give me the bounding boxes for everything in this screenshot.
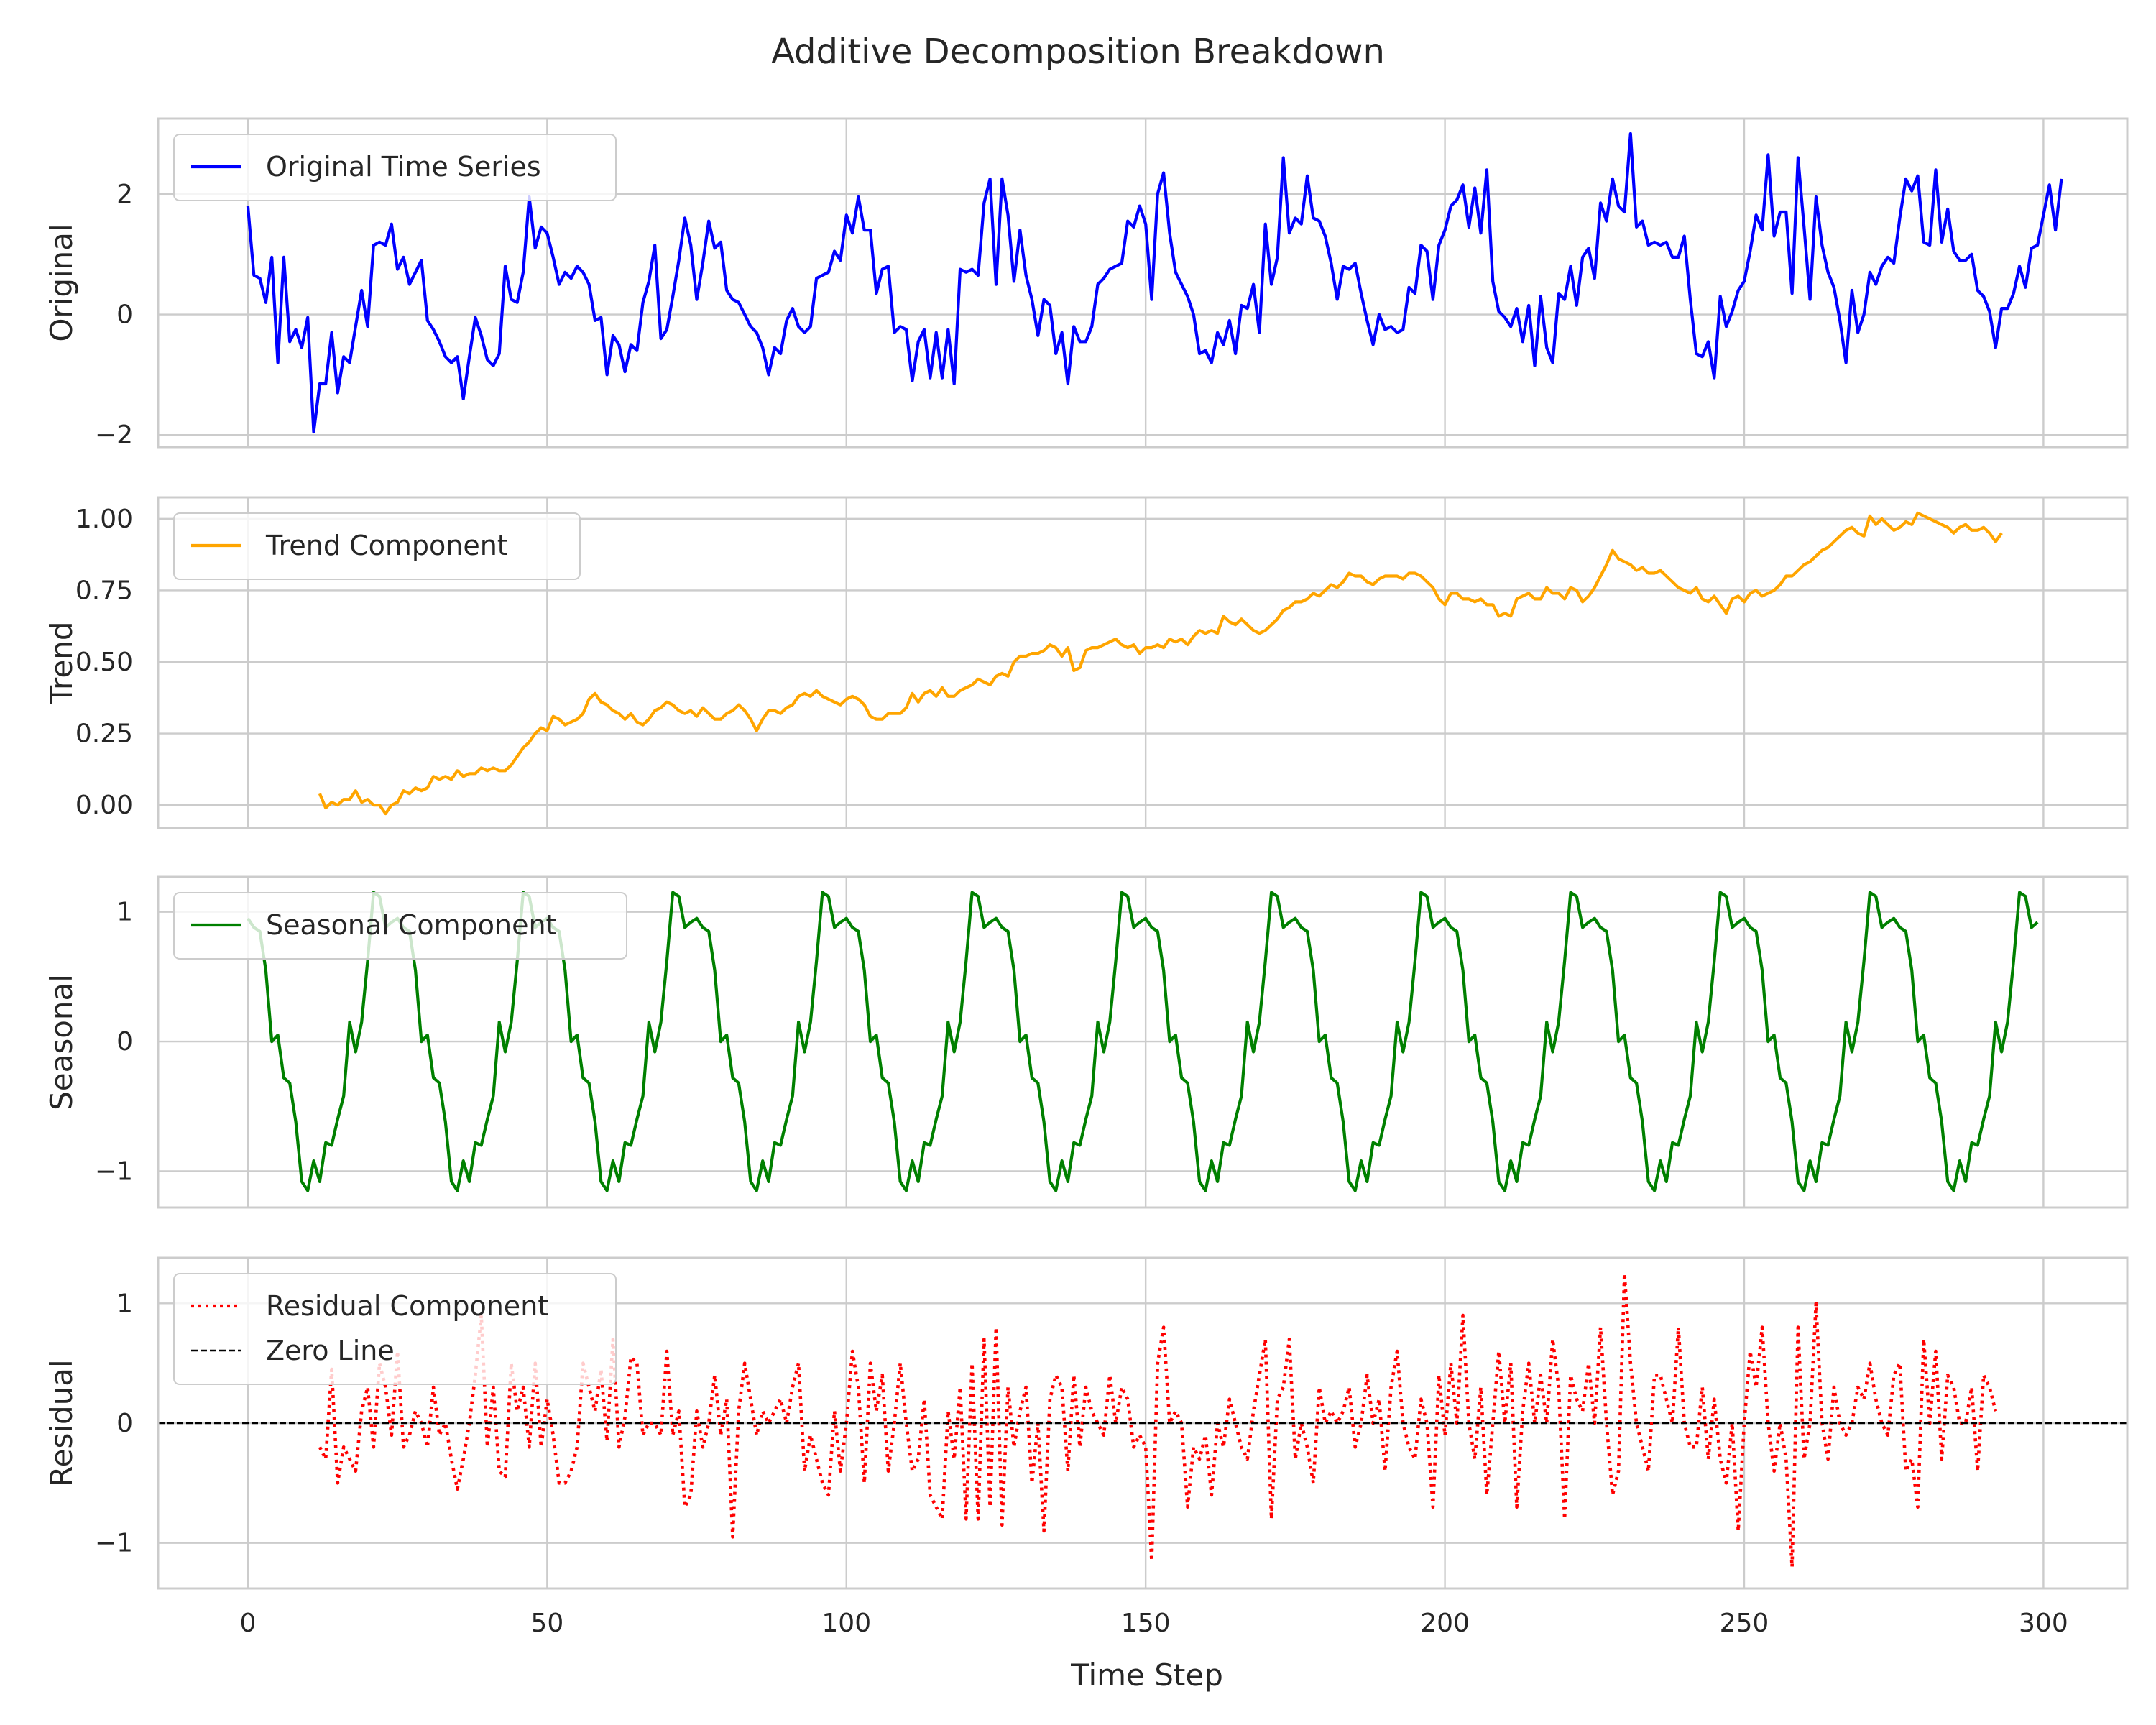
y-tick-label: −1 <box>95 1156 133 1186</box>
plot-frame <box>157 496 2129 829</box>
legend-label: Residual Component <box>266 1290 548 1322</box>
panel-seasonal: −1 0 1 Seasonal Seasonal Component <box>44 875 2129 1209</box>
legend-box <box>173 892 627 960</box>
y-axis-label: Seasonal <box>44 974 79 1110</box>
y-axis-label: Trend <box>44 622 79 705</box>
panels: −2 0 2 Original Original Time Series 0.00 0.25… <box>44 117 2129 1638</box>
legend: Trend Component <box>173 512 581 580</box>
y-tick-label: 0.75 <box>75 576 133 605</box>
legend-label: Seasonal Component <box>266 909 556 941</box>
x-tick-label: 300 <box>2019 1609 2068 1638</box>
y-tick-label: 1.00 <box>75 505 133 534</box>
legend-label: Zero Line <box>266 1335 395 1366</box>
panel-trend: 0.00 0.25 0.50 0.75 1.00 Trend Trend Component <box>44 496 2129 829</box>
y-tick-label: 0.00 <box>75 791 133 820</box>
x-axis-label: Time Step <box>1070 1657 1223 1693</box>
legend-label: Original Time Series <box>266 151 541 183</box>
series-line-original <box>246 132 2063 434</box>
y-tick-label: 0.25 <box>75 719 133 749</box>
figure-title: Additive Decomposition Breakdown <box>771 32 1385 72</box>
legend-box <box>173 1273 617 1385</box>
y-tick-label: 0.50 <box>75 648 133 677</box>
x-tick-label: 200 <box>1420 1609 1470 1638</box>
legend-box <box>173 512 581 580</box>
y-tick-label: 1 <box>116 898 133 927</box>
y-tick-label: −2 <box>95 420 133 450</box>
panel-original: −2 0 2 Original Original Time Series <box>44 117 2129 450</box>
x-tick-label: 0 <box>239 1609 256 1638</box>
x-tick-label: 250 <box>1720 1609 1769 1638</box>
y-tick-label: 0 <box>116 1409 133 1438</box>
x-tick-label: 100 <box>821 1609 871 1638</box>
y-axis-label: Residual <box>44 1359 79 1486</box>
plot-frame <box>157 1256 2129 1590</box>
legend: Residual Component Zero Line <box>173 1273 617 1385</box>
legend: Original Time Series <box>173 134 617 201</box>
series-line-residual <box>318 1271 1998 1569</box>
legend-label: Trend Component <box>265 530 508 561</box>
y-axis-label: Original <box>44 224 79 341</box>
y-tick-label: 2 <box>116 180 133 209</box>
y-tick-label: 0 <box>116 1027 133 1057</box>
x-tick-label: 50 <box>530 1609 563 1638</box>
legend: Seasonal Component <box>173 892 627 960</box>
panel-residual: −1 0 1 Residual 0 50 100 150 200 250 300 Residual C… <box>44 1256 2129 1638</box>
plot-frame <box>157 117 2129 448</box>
y-tick-label: −1 <box>95 1529 133 1558</box>
x-tick-label: 150 <box>1121 1609 1171 1638</box>
legend-box <box>173 134 617 201</box>
series-line-trend <box>318 511 2003 816</box>
plot-frame <box>157 875 2129 1209</box>
y-tick-label: 0 <box>116 300 133 330</box>
y-tick-label: 1 <box>116 1289 133 1318</box>
